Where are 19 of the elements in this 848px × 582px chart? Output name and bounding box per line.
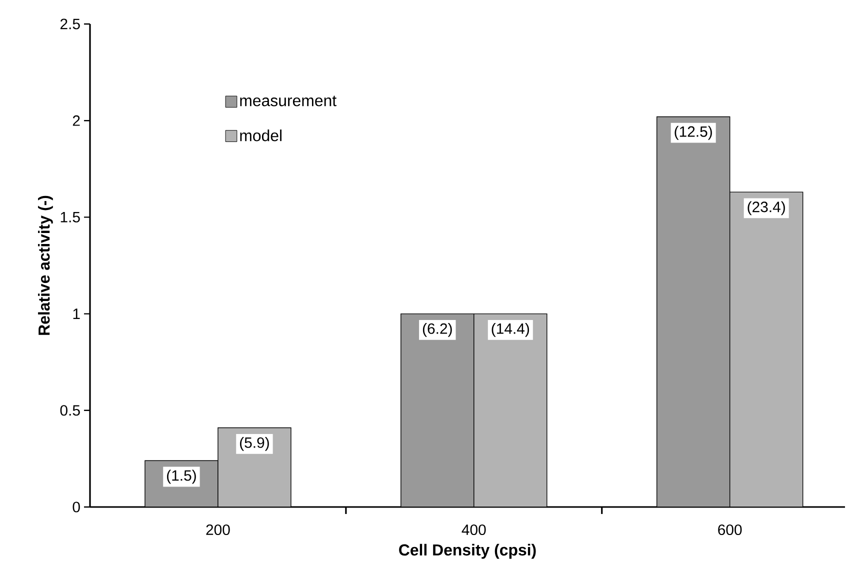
legend-label: model <box>240 130 282 142</box>
annotation: (12.5) <box>674 126 712 140</box>
x-tick-label: 600 <box>718 524 742 536</box>
x-axis-title: Cell Density (cpsi) <box>399 544 536 559</box>
y-tick-label: 1 <box>73 308 80 319</box>
annotation: (6.2) <box>422 322 452 337</box>
y-tick-label: 0.5 <box>60 405 80 416</box>
annotation: (23.4) <box>748 201 785 216</box>
y-tick-label: 2.5 <box>60 18 80 30</box>
annotation: (5.9) <box>240 436 269 451</box>
y-tick-label: 2 <box>72 115 80 126</box>
y-axis-title: Relative activity (-) <box>38 196 53 335</box>
x-tick-label: 200 <box>206 524 230 536</box>
y-tick-label: 0 <box>72 502 80 512</box>
x-tick-label: 400 <box>462 524 486 536</box>
annotation: (14.4) <box>492 322 529 337</box>
annotation: (1.5) <box>167 470 196 484</box>
y-tick-label: 1.5 <box>60 212 80 222</box>
legend-label: measurement <box>240 96 336 106</box>
